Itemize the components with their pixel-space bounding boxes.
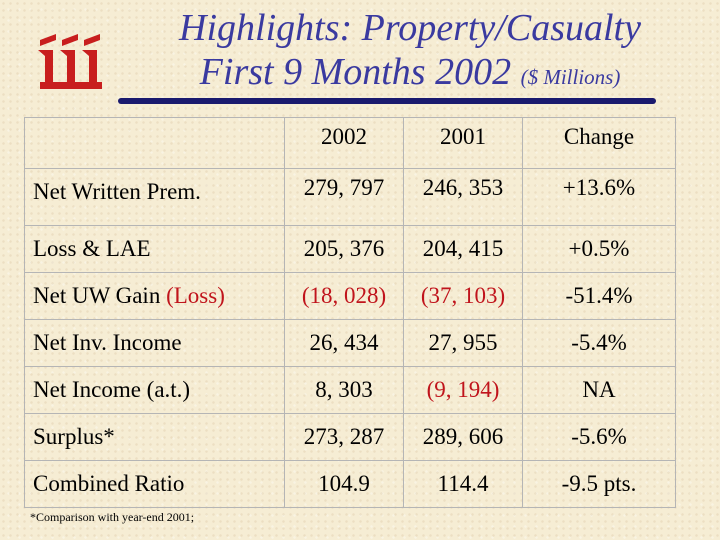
value-2002: 273, 287: [284, 413, 404, 461]
title-line-1: Highlights: Property/Casualty: [179, 7, 641, 49]
table-header-row: 2002 2001 Change: [24, 117, 676, 169]
value-change: +0.5%: [522, 225, 676, 273]
value-2001: (37, 103): [403, 272, 523, 320]
row-label: Loss & LAE: [24, 225, 285, 273]
row-label: Net Written Prem.: [24, 168, 285, 226]
row-label: Surplus*: [24, 413, 285, 461]
header-2001: 2001: [403, 117, 523, 169]
highlights-table: 2002 2001 Change Net Written Prem. 279, …: [24, 117, 676, 508]
title-units: ($ Millions): [520, 65, 621, 89]
value-2002: 104.9: [284, 460, 404, 508]
title-underline: [118, 98, 656, 104]
value-2001: 289, 606: [403, 413, 523, 461]
table-row: Combined Ratio 104.9 114.4 -9.5 pts.: [24, 460, 676, 508]
table-row: Net Written Prem. 279, 797 246, 353 +13.…: [24, 168, 676, 226]
value-2002: 205, 376: [284, 225, 404, 273]
table-row: Loss & LAE 205, 376 204, 415 +0.5%: [24, 225, 676, 273]
value-2002: 26, 434: [284, 319, 404, 367]
header-change: Change: [522, 117, 676, 169]
header-label: [24, 117, 285, 169]
header-2002: 2002: [284, 117, 404, 169]
value-change: +13.6%: [522, 168, 676, 226]
value-2001: 204, 415: [403, 225, 523, 273]
table-row: Net Inv. Income 26, 434 27, 955 -5.4%: [24, 319, 676, 367]
value-change: -5.4%: [522, 319, 676, 367]
row-label: Combined Ratio: [24, 460, 285, 508]
table-row: Net UW Gain (Loss) (18, 028) (37, 103) -…: [24, 272, 676, 320]
page-title: Highlights: Property/Casualty First 9 Mo…: [112, 6, 708, 99]
row-label: Net Income (a.t.): [24, 366, 285, 414]
value-2001: (9, 194): [403, 366, 523, 414]
value-change: -9.5 pts.: [522, 460, 676, 508]
row-label: Net UW Gain (Loss): [24, 272, 285, 320]
value-change: NA: [522, 366, 676, 414]
value-2001: 114.4: [403, 460, 523, 508]
footnote: *Comparison with year-end 2001;: [30, 510, 195, 524]
value-2001: 246, 353: [403, 168, 523, 226]
row-label-text: Net UW Gain: [33, 283, 167, 308]
value-2002: 279, 797: [284, 168, 404, 226]
title-line-2: First 9 Months 2002 ($ Millions): [112, 50, 708, 99]
value-2001: 27, 955: [403, 319, 523, 367]
value-change: -5.6%: [522, 413, 676, 461]
title-main: First 9 Months 2002: [199, 51, 512, 93]
value-change: -51.4%: [522, 272, 676, 320]
table-row: Net Income (a.t.) 8, 303 (9, 194) NA: [24, 366, 676, 414]
value-2002: 8, 303: [284, 366, 404, 414]
row-label-loss: (Loss): [166, 283, 225, 308]
iii-logo-icon: [38, 34, 102, 89]
table-row: Surplus* 273, 287 289, 606 -5.6%: [24, 413, 676, 461]
row-label: Net Inv. Income: [24, 319, 285, 367]
value-2002: (18, 028): [284, 272, 404, 320]
